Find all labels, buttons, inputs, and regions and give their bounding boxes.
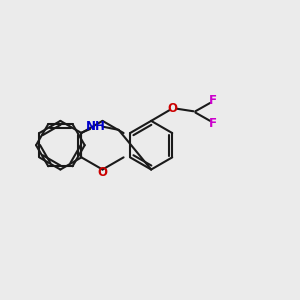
Text: F: F bbox=[209, 94, 217, 107]
Text: O: O bbox=[167, 102, 177, 115]
Text: F: F bbox=[209, 117, 217, 130]
Text: O: O bbox=[98, 166, 107, 179]
Text: NH: NH bbox=[85, 120, 106, 133]
